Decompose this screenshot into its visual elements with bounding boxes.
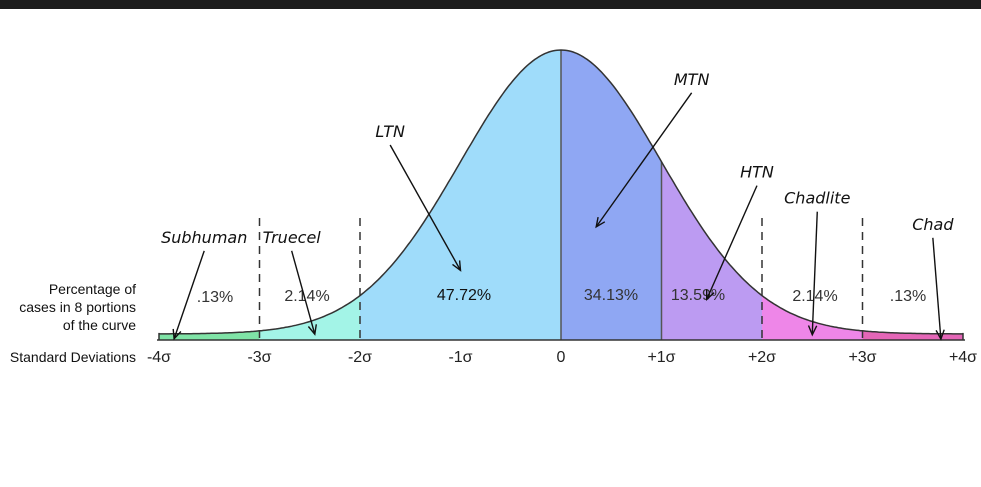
pct-label: 13.59% (671, 287, 725, 304)
curve-regions (159, 50, 963, 340)
category-label: HTN (740, 163, 774, 182)
percentage-label-line: of the curve (63, 317, 136, 333)
curve-region-6 (762, 295, 863, 340)
pct-label: 2.14% (792, 288, 837, 305)
x-tick-label: -3σ (247, 349, 271, 366)
category-arrowhead (307, 324, 317, 336)
category-arrow (595, 92, 693, 228)
x-tick-label: +2σ (748, 349, 776, 366)
pct-label: 47.72% (437, 287, 491, 304)
x-tick-label: +3σ (848, 349, 876, 366)
curve-region-4 (561, 50, 662, 340)
top-bar (0, 0, 981, 9)
category-arrowhead (807, 325, 818, 337)
curve-outline (159, 49, 963, 335)
category-label: Chad (912, 215, 954, 234)
pct-label: 2.14% (284, 288, 329, 305)
region-dividers (158, 50, 964, 340)
pct-label: 34.13% (584, 287, 638, 304)
category-arrowhead (706, 289, 715, 301)
category-arrow (290, 250, 316, 335)
percentage-label-line: cases in 8 portions (19, 299, 136, 315)
curve-region-5 (661, 161, 762, 340)
category-arrow (811, 211, 818, 335)
x-tick-label: 0 (557, 349, 566, 366)
category-arrowhead (452, 260, 462, 272)
pct-label: .13% (197, 289, 233, 306)
percentage-label-line: Percentage of (49, 281, 136, 297)
category-label: Truecel (263, 228, 322, 247)
curve-region-2 (259, 295, 360, 340)
x-tick-label: +4σ (949, 349, 977, 366)
x-tick-label: +1σ (647, 349, 675, 366)
x-tick-label: -1σ (448, 349, 472, 366)
x-tick-label: -4σ (147, 349, 171, 366)
x-axis-label: Standard Deviations (10, 349, 136, 365)
x-tick-labels: -4σ -3σ -2σ -1σ 0 +1σ +2σ +3σ +4σ (147, 349, 977, 366)
category-arrow (173, 250, 205, 340)
category-arrowhead (935, 329, 945, 341)
category-label: MTN (674, 70, 710, 89)
x-tick-label: -2σ (348, 349, 372, 366)
curve-region-3 (360, 50, 561, 340)
category-label: LTN (375, 122, 405, 141)
category-arrow (389, 144, 462, 271)
pct-label: .13% (890, 288, 926, 305)
category-arrow (706, 185, 758, 300)
category-label: Subhuman (161, 228, 247, 247)
category-arrowhead (172, 328, 182, 341)
category-arrow (932, 237, 942, 340)
category-annotations: Subhuman Truecel LTN MTN HTN Chadlite Chad (161, 70, 954, 341)
category-label: Chadlite (784, 189, 850, 208)
category-arrowhead (595, 216, 606, 229)
